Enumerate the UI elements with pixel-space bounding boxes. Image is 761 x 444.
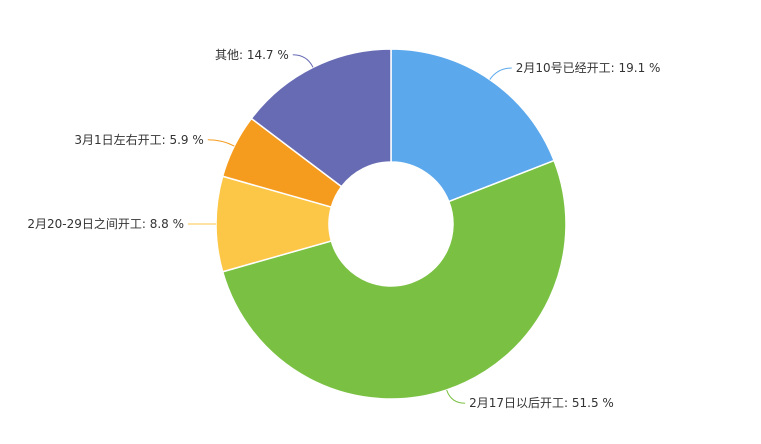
slice-5[interactable] [250,48,392,188]
slice-4-leader-line [207,139,235,147]
slice-2-label: 2月17日以后开工: 51.5 % [469,396,614,410]
slice-2[interactable] [221,159,567,400]
slice-5-label: 其他: 14.7 % [215,48,289,62]
slice-3-label: 2月20-29日之间开工: 8.8 % [27,217,184,231]
slice-5-leader-line [292,54,314,68]
slice-1[interactable] [390,48,556,203]
slice-1-leader-line [489,67,512,80]
slice-2-leader-line [446,389,466,404]
labels-group: 2月10号已经开工: 19.1 % 2月17日以后开工: 51.5 % 2月20-2… [27,48,660,410]
leader-lines-group [188,54,512,404]
slice-4-label: 3月1日左右开工: 5.9 % [74,132,203,147]
slice-1-label: 2月10号已经开工: 19.1 % [516,61,661,75]
slices-group [215,48,567,400]
